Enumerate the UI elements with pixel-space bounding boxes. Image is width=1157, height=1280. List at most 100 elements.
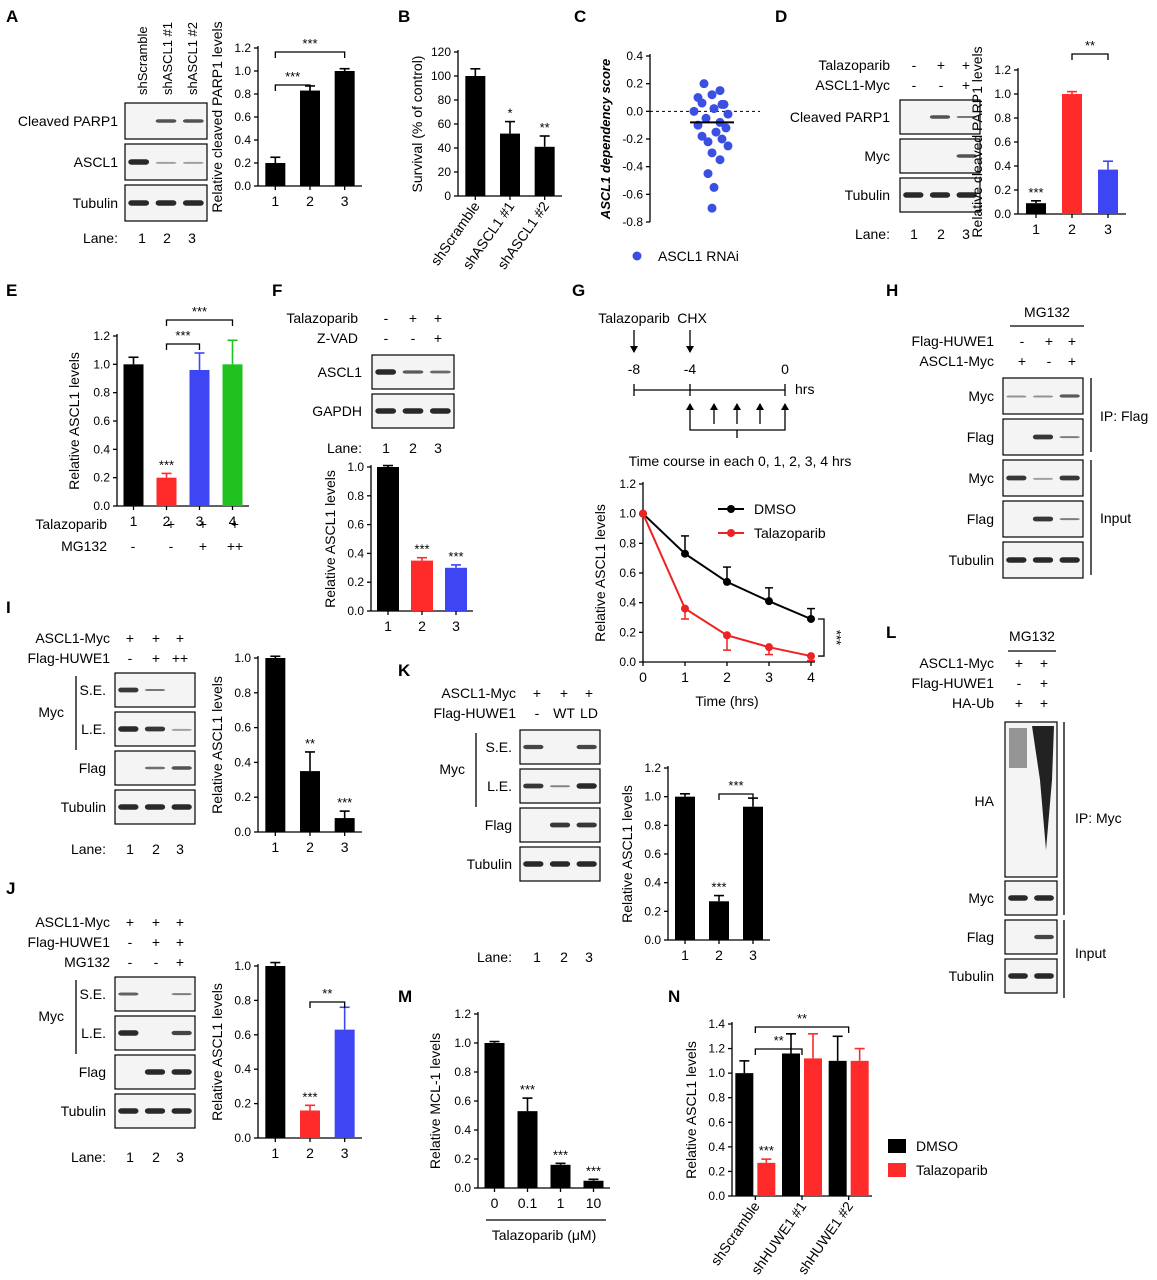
x-tick-label: 0.1 (518, 1195, 538, 1211)
blot-band (1032, 516, 1054, 522)
blot-row-label: Tubulin (467, 856, 512, 872)
blot-band (155, 200, 177, 206)
blot-row-label: Tubulin (61, 1103, 106, 1119)
conditions-I: ASCL1-Myc + + +Flag-HUWE1- + ++ (28, 630, 189, 666)
condition-mark: + (1015, 695, 1023, 711)
bar-1 (1026, 203, 1046, 214)
panel-label-I: I (6, 598, 11, 617)
condition-label: ASCL1-Myc (441, 685, 516, 701)
lane-number: 1 (910, 226, 918, 242)
blot-band (1059, 518, 1080, 521)
y-tick-label: 1.2 (619, 477, 636, 491)
bar-2 (300, 771, 320, 832)
y-axis-label: Relative ASCL1 levels (619, 785, 635, 923)
blot-row-label: Flag (79, 760, 106, 776)
y-tick-label: 0.4 (93, 442, 110, 456)
condition-label: ASCL1-Myc (815, 77, 890, 93)
lane-label: Lane: (327, 440, 362, 456)
significance-label: *** (337, 795, 352, 810)
y-tick-label: 1.0 (234, 64, 251, 78)
blot-band (171, 728, 192, 731)
condition-mark: + (152, 934, 160, 950)
condition-label: HA-Ub (952, 695, 994, 711)
y-tick-label: 0.6 (708, 1115, 725, 1129)
lane-number: 3 (434, 440, 442, 456)
significance-bracket (754, 1048, 803, 1055)
blot-band (1009, 728, 1027, 768)
x-tick-label: 1 (271, 1145, 279, 1161)
blot-row-label: GAPDH (312, 403, 362, 419)
blot-band (182, 200, 204, 206)
x-tick-label: 2 (723, 669, 731, 685)
x-tick-label: 1 (1032, 221, 1040, 237)
group-label: Input (1100, 510, 1131, 526)
condition-mark: + (1068, 353, 1076, 369)
condition-mark: + (152, 630, 160, 646)
x-tick-label: 0 (491, 1195, 499, 1211)
blot-F: ASCL1 GAPDH (312, 354, 455, 429)
blot-row-label: Tubulin (73, 195, 118, 211)
bar-1 (265, 966, 286, 1138)
y-tick-label: 0.2 (234, 1097, 251, 1111)
blot-band (144, 1108, 166, 1114)
blot-band (155, 161, 177, 164)
y-tick-label: 0.0 (619, 655, 636, 669)
x-tick-label: 2 (1068, 221, 1076, 237)
arrow-head (686, 346, 694, 353)
lanes-K: Lane: 1 2 3 (477, 949, 593, 965)
y-tick-label: -0.2 (622, 132, 643, 146)
lanes-D: Lane: 1 2 3 (855, 226, 970, 242)
data-point (701, 113, 711, 123)
y-tick-label: 0.4 (234, 133, 251, 147)
chart-D: 0.0 0.2 0.4 0.6 0.8 1.0 1.2 Relative cleaved PA… (969, 38, 1126, 238)
y-tick-label: 0 (444, 189, 451, 203)
data-point (807, 652, 815, 661)
y-axis-label: Relative ASCL1 levels (322, 470, 338, 608)
panel-label-K: K (398, 661, 411, 680)
y-tick-label: 1.2 (708, 1042, 725, 1056)
blot-band (576, 744, 597, 750)
bar-2 (156, 477, 177, 506)
y-tick-label: 0.2 (234, 156, 251, 170)
blot-band (429, 370, 451, 374)
x-tick-label: 2 (306, 193, 314, 209)
blot-row (899, 138, 981, 174)
lane-number: 1 (382, 440, 390, 456)
blot-band (171, 804, 192, 810)
lane-number: 3 (962, 226, 970, 242)
blot-row-label: Flag (485, 817, 512, 833)
blot-band (549, 861, 571, 867)
panel-label-J: J (6, 879, 15, 898)
blot-band (1034, 895, 1054, 901)
blot-band (128, 200, 150, 206)
bar-3 (334, 1029, 355, 1138)
schematic-drug: Talazoparib (598, 310, 670, 326)
conditions-D: Talazoparib - + + ASCL1-Myc - - + (815, 57, 970, 93)
condition-mark: - (1047, 353, 1052, 369)
x-tick-label: 0 (639, 669, 647, 685)
lane-number: 2 (163, 230, 171, 246)
bar-2 (709, 901, 729, 940)
chart-M: 0.0 0.2 0.4 0.6 0.8 1.0 1.2 Relative MCL-1 leve… (427, 1007, 610, 1243)
data-point (707, 90, 717, 100)
data-point (697, 131, 707, 141)
condition-label: Talazoparib (35, 516, 107, 532)
blot-row-label: Myc (864, 148, 890, 164)
y-tick-label: -0.8 (622, 215, 643, 229)
y-tick-label: 0.2 (708, 1164, 725, 1178)
y-tick-label: 1.0 (454, 1036, 471, 1050)
lane-number: 1 (138, 230, 146, 246)
significance-bracket (165, 319, 234, 326)
y-tick-label: 0.8 (708, 1091, 725, 1105)
panel-label-C: C (574, 7, 586, 26)
condition-mark: - (912, 77, 917, 93)
blot-row-label: Flag (967, 429, 994, 445)
condition-mark: + (1045, 333, 1053, 349)
blot-smear (1032, 726, 1054, 850)
blot-band (1008, 895, 1028, 901)
blot-band (144, 766, 166, 770)
panel-label-H: H (886, 281, 898, 300)
bar-2 (500, 133, 520, 196)
blot-band (956, 192, 977, 198)
legend-swatch (888, 1139, 906, 1153)
